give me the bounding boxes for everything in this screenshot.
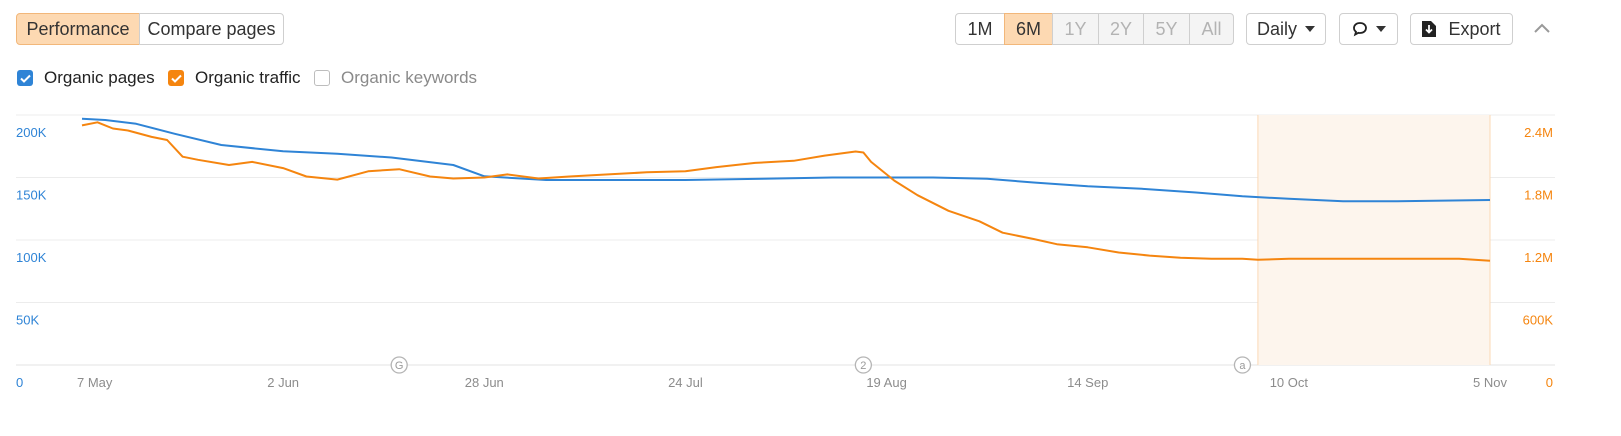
annotation-marker[interactable]: 2 <box>854 356 873 374</box>
y-right-tick-label: 1.8M <box>1524 188 1553 203</box>
legend-organic-traffic[interactable]: Organic traffic <box>168 66 301 90</box>
range-5y-label: 5Y <box>1155 18 1178 39</box>
highlight-band <box>1257 115 1490 365</box>
y-right-tick-label: 2.4M <box>1524 125 1553 140</box>
y-left-tick-label: 200K <box>16 125 47 140</box>
range-6m-label: 6M <box>1015 18 1041 39</box>
range-1m-button[interactable]: 1M <box>955 13 1005 45</box>
checkbox-checked-icon <box>17 70 33 86</box>
legend-organic-keywords[interactable]: Organic keywords <box>314 66 477 90</box>
checkbox-unchecked-icon <box>314 70 330 86</box>
comment-button[interactable] <box>1339 13 1398 45</box>
x-tick-label: 10 Oct <box>1270 375 1309 390</box>
annotation-label: 2 <box>860 360 866 372</box>
range-2y-button[interactable]: 2Y <box>1098 13 1144 45</box>
y-left-tick-label: 100K <box>16 250 47 265</box>
caret-down-icon <box>1375 26 1386 32</box>
x-tick-label: 19 Aug <box>866 375 907 390</box>
series-layer <box>81 117 1491 262</box>
legend-label: Organic keywords <box>341 68 478 87</box>
y-left-tick-label: 50K <box>16 313 39 328</box>
export-button[interactable]: Export <box>1410 13 1513 45</box>
performance-chart: 0 0 50K 600K 100K 1.2M 150K 1.8M 200K 2.4M 7 May 2 … <box>16 114 1555 390</box>
compare-pages-tab[interactable]: Compare pages <box>139 13 284 45</box>
interval-label: Daily <box>1256 18 1297 39</box>
annotations: G 2 a <box>390 356 1252 374</box>
checkbox-checked-icon <box>168 70 184 86</box>
compare-pages-tab-label: Compare pages <box>147 18 276 39</box>
legend-label: Organic pages <box>44 68 155 87</box>
range-6m-button[interactable]: 6M <box>1004 13 1053 45</box>
x-tick-label: 5 Nov <box>1473 375 1507 390</box>
highlight-layer <box>1257 115 1491 365</box>
export-label: Export <box>1448 18 1501 39</box>
y-left-tick-label: 0 <box>16 375 23 390</box>
performance-tab-label: Performance <box>26 18 130 39</box>
range-1y-label: 1Y <box>1064 18 1087 39</box>
x-tick-label: 2 Jun <box>267 375 299 390</box>
series-line-organic-traffic <box>81 121 1491 262</box>
y-right-tick-label: 0 <box>1546 375 1553 390</box>
range-5y-button[interactable]: 5Y <box>1143 13 1190 45</box>
legend-organic-pages[interactable]: Organic pages <box>17 66 155 90</box>
download-icon <box>1422 21 1437 37</box>
chevron-up-icon[interactable] <box>1534 23 1550 33</box>
y-left-tick-label: 150K <box>16 188 47 203</box>
annotation-label: a <box>1239 360 1246 372</box>
x-tick-label: 14 Sep <box>1067 375 1108 390</box>
performance-tab[interactable]: Performance <box>16 13 140 45</box>
annotation-label: G <box>395 360 404 372</box>
axes: 0 0 50K 600K 100K 1.2M 150K 1.8M 200K 2.4M 7 May 2 … <box>16 125 1553 390</box>
x-tick-label: 28 Jun <box>465 375 504 390</box>
range-1y-button[interactable]: 1Y <box>1052 13 1099 45</box>
y-right-tick-label: 600K <box>1523 313 1554 328</box>
interval-dropdown[interactable]: Daily <box>1246 13 1326 45</box>
range-all-button[interactable]: All <box>1189 13 1234 45</box>
x-tick-label: 7 May <box>77 375 113 390</box>
legend-label: Organic traffic <box>195 68 301 87</box>
caret-down-icon <box>1305 26 1315 32</box>
annotation-marker[interactable]: G <box>390 356 408 374</box>
annotation-marker[interactable]: a <box>1233 356 1252 374</box>
series-line-organic-pages <box>81 117 1491 203</box>
range-2y-label: 2Y <box>1109 18 1133 39</box>
y-right-tick-label: 1.2M <box>1524 250 1553 265</box>
range-all-label: All <box>1201 18 1222 39</box>
speech-bubble-icon <box>1352 22 1367 37</box>
range-1m-label: 1M <box>967 18 993 39</box>
x-tick-label: 24 Jul <box>668 375 703 390</box>
